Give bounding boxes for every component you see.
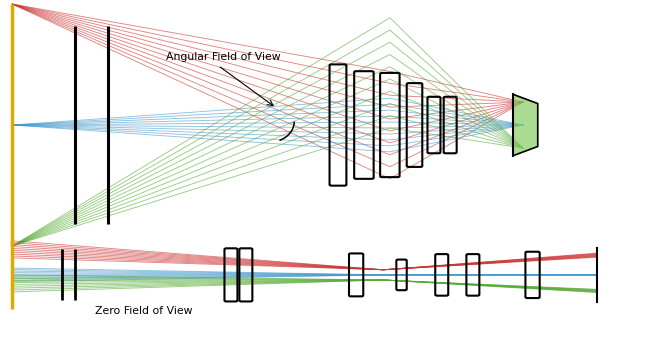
Text: Angular Field of View: Angular Field of View [166,52,281,62]
Text: Zero Field of View: Zero Field of View [95,306,192,316]
Polygon shape [513,94,538,156]
